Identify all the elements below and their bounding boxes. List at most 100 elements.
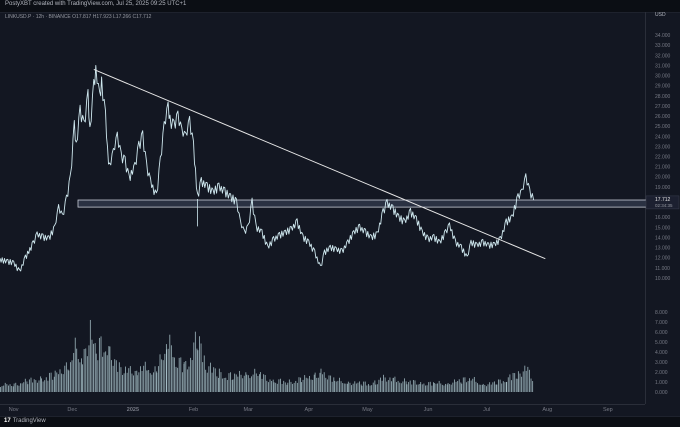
- volume-bar: [501, 383, 503, 392]
- currency-label[interactable]: USD: [655, 12, 666, 18]
- volume-bar: [177, 367, 179, 392]
- volume-bar: [364, 381, 366, 392]
- volume-bar: [292, 383, 294, 392]
- volume-bar: [178, 357, 180, 392]
- volume-bar: [519, 373, 521, 392]
- time-tick-label: May: [362, 407, 373, 413]
- volume-bar: [387, 380, 389, 392]
- volume-bar: [93, 343, 95, 392]
- volume-bar: [86, 356, 88, 392]
- volume-bar: [151, 374, 153, 392]
- footer-bar: 17 TradingView: [0, 416, 680, 427]
- volume-bar: [140, 366, 141, 392]
- price-tick-label: 19.000: [655, 185, 671, 191]
- volume-bar: [372, 382, 374, 392]
- volume-bar: [102, 356, 104, 392]
- volume-bar: [312, 379, 314, 392]
- volume-bar: [254, 368, 256, 392]
- volume-bar: [460, 382, 462, 392]
- volume-bar: [73, 352, 75, 392]
- volume-bar: [18, 385, 20, 392]
- price-tick-label: 27.000: [655, 104, 671, 110]
- volume-bar: [399, 382, 401, 392]
- volume-bar: [389, 377, 391, 392]
- tradingview-logo[interactable]: 17 TradingView: [4, 418, 46, 424]
- volume-bar: [261, 378, 263, 392]
- volume-bar: [67, 369, 69, 392]
- volume-bar: [103, 352, 105, 392]
- volume-bar: [83, 349, 85, 392]
- volume-bar: [128, 368, 130, 392]
- volume-bar: [230, 372, 232, 392]
- time-tick-label: 2025: [127, 407, 139, 413]
- volume-bar: [138, 372, 140, 392]
- volume-bar: [197, 350, 199, 392]
- time-tick-label: Jul: [483, 407, 490, 413]
- volume-bar: [443, 385, 445, 392]
- volume-bar: [108, 346, 110, 392]
- volume-bar: [462, 377, 464, 392]
- volume-bar: [100, 336, 102, 392]
- volume-bar: [485, 386, 487, 392]
- volume-bar: [450, 384, 452, 392]
- volume-bar: [409, 380, 411, 392]
- volume-tick-label: 4.000: [655, 350, 668, 356]
- volume-bar: [419, 384, 421, 392]
- volume-bar: [131, 373, 133, 392]
- volume-bar: [225, 377, 227, 392]
- volume-bar: [423, 383, 425, 392]
- volume-bar: [175, 366, 177, 392]
- volume-bar: [477, 383, 478, 392]
- volume-bar: [88, 345, 90, 392]
- volume-bar: [457, 380, 459, 392]
- volume-bar: [166, 349, 168, 392]
- price-tick-label: 34.000: [655, 33, 671, 39]
- volume-bar: [416, 384, 418, 392]
- volume-bar: [304, 375, 306, 392]
- volume-bar: [326, 379, 328, 392]
- volume-tick-label: 5.000: [655, 340, 668, 346]
- volume-bar: [56, 372, 58, 392]
- volume-bar: [426, 385, 428, 392]
- volume-bar: [355, 383, 357, 392]
- price-tick-label: 20.000: [655, 175, 671, 181]
- volume-bar: [371, 385, 373, 392]
- volume-bar: [272, 379, 274, 392]
- volume-bar: [316, 377, 318, 392]
- volume-bar: [305, 377, 307, 392]
- volume-tick-label: 0.000: [655, 390, 668, 396]
- volume-bar: [440, 383, 442, 392]
- volume-bar: [487, 384, 489, 392]
- time-tick-label: Nov: [9, 407, 19, 413]
- volume-bar: [342, 383, 344, 392]
- volume-bar: [363, 381, 365, 392]
- volume-bar: [68, 370, 70, 392]
- volume-bar: [109, 346, 111, 392]
- volume-bar: [449, 384, 451, 392]
- volume-bar: [464, 377, 466, 392]
- volume-bar: [278, 379, 280, 392]
- price-tick-label: 12.000: [655, 256, 671, 262]
- volume-bar: [406, 384, 408, 392]
- price-tick-label: 21.000: [655, 165, 671, 171]
- attribution-text: PostyXBT created with TradingView.com, J…: [5, 1, 187, 7]
- price-tick-label: 13.000: [655, 246, 671, 252]
- volume-bar: [199, 336, 200, 392]
- volume-bar: [335, 381, 337, 392]
- volume-bar: [196, 348, 198, 392]
- volume-bar: [397, 380, 399, 392]
- volume-bar: [414, 380, 416, 392]
- volume-bar: [435, 383, 437, 392]
- volume-bar: [509, 374, 511, 392]
- volume-bar: [40, 376, 42, 392]
- volume-bar: [288, 379, 290, 392]
- volume-bar: [70, 362, 71, 392]
- price-tick-label: 28.000: [655, 94, 671, 100]
- volume-bar: [6, 384, 8, 392]
- volume-bar: [122, 374, 123, 392]
- volume-bar: [514, 373, 516, 392]
- volume-bar: [469, 378, 470, 392]
- volume-bar: [307, 378, 309, 392]
- volume-bar: [154, 366, 156, 392]
